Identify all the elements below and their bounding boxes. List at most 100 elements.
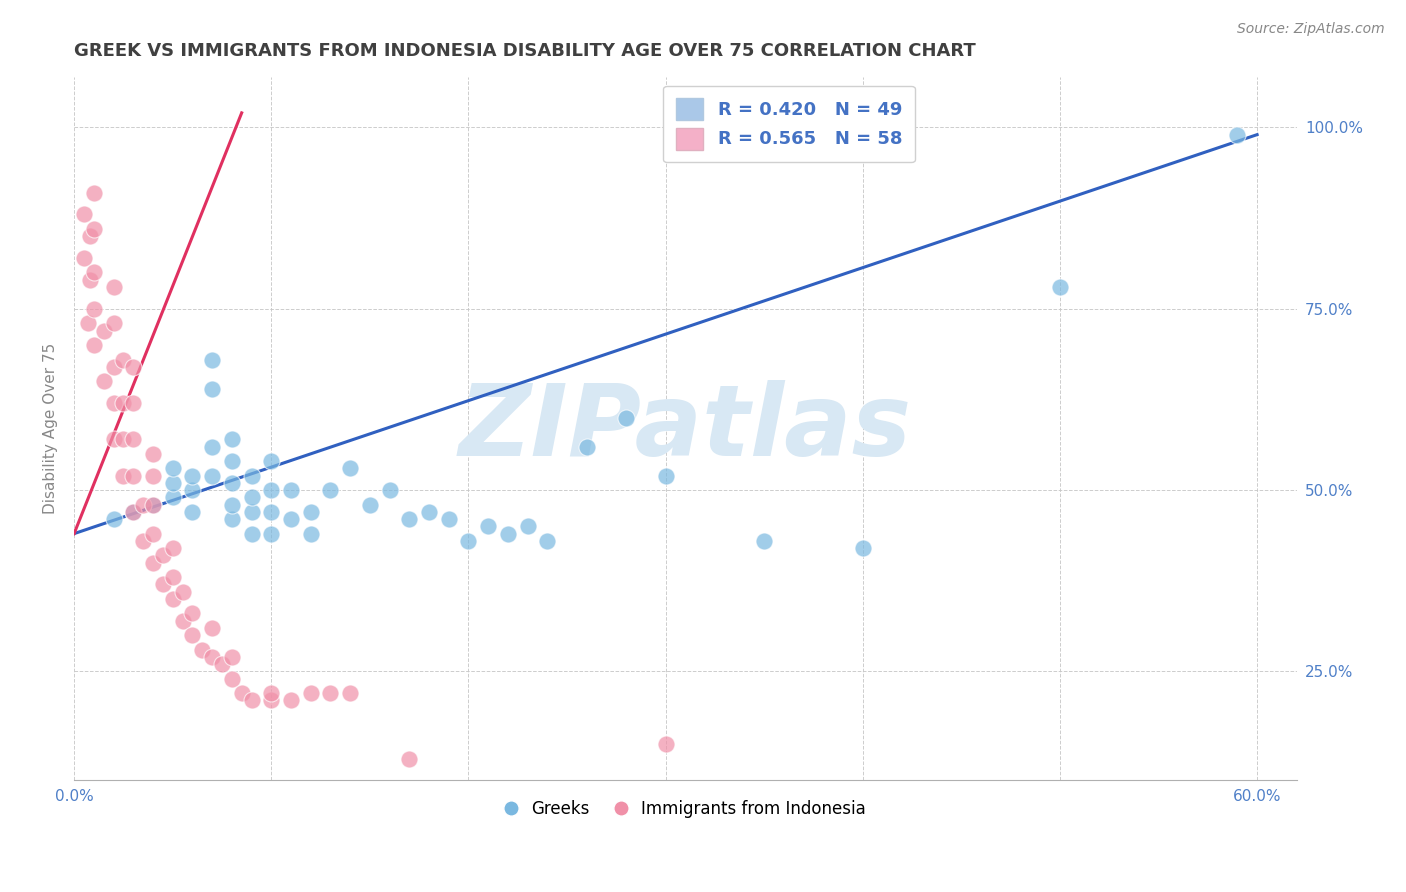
Point: [132, 533, 155, 548]
Point: [93, 324, 115, 338]
Point: [122, 468, 145, 483]
Point: [181, 483, 204, 497]
Point: [231, 686, 253, 700]
Point: [142, 556, 165, 570]
Point: [181, 468, 204, 483]
Point: [1049, 280, 1071, 294]
Point: [83, 338, 105, 352]
Point: [1226, 128, 1249, 142]
Point: [142, 498, 165, 512]
Text: Source: ZipAtlas.com: Source: ZipAtlas.com: [1237, 22, 1385, 37]
Point: [142, 498, 165, 512]
Point: [162, 491, 184, 505]
Point: [181, 505, 204, 519]
Point: [73, 207, 96, 221]
Point: [93, 374, 115, 388]
Text: GREEK VS IMMIGRANTS FROM INDONESIA DISABILITY AGE OVER 75 CORRELATION CHART: GREEK VS IMMIGRANTS FROM INDONESIA DISAB…: [75, 42, 976, 60]
Point: [260, 686, 283, 700]
Y-axis label: Disability Age Over 75: Disability Age Over 75: [44, 343, 58, 514]
Point: [260, 454, 283, 468]
Point: [299, 526, 322, 541]
Point: [496, 526, 519, 541]
Point: [201, 352, 224, 367]
Point: [112, 433, 135, 447]
Text: ZIPatlas: ZIPatlas: [458, 380, 912, 477]
Point: [398, 751, 420, 765]
Point: [240, 526, 263, 541]
Point: [319, 686, 342, 700]
Point: [201, 382, 224, 396]
Point: [142, 468, 165, 483]
Point: [103, 396, 125, 410]
Point: [83, 186, 105, 200]
Point: [122, 505, 145, 519]
Point: [260, 526, 283, 541]
Point: [73, 251, 96, 265]
Point: [211, 657, 233, 672]
Point: [221, 433, 243, 447]
Point: [280, 693, 302, 707]
Point: [142, 526, 165, 541]
Point: [260, 693, 283, 707]
Point: [240, 505, 263, 519]
Point: [221, 454, 243, 468]
Point: [172, 614, 194, 628]
Point: [162, 570, 184, 584]
Point: [221, 650, 243, 665]
Point: [378, 483, 401, 497]
Point: [79, 229, 101, 244]
Point: [359, 498, 381, 512]
Point: [112, 352, 135, 367]
Point: [339, 686, 361, 700]
Point: [240, 468, 263, 483]
Point: [280, 512, 302, 526]
Point: [437, 512, 460, 526]
Point: [83, 222, 105, 236]
Point: [516, 519, 538, 533]
Point: [201, 440, 224, 454]
Point: [260, 483, 283, 497]
Point: [103, 280, 125, 294]
Point: [142, 447, 165, 461]
Point: [221, 672, 243, 686]
Point: [418, 505, 440, 519]
Point: [162, 541, 184, 556]
Point: [299, 686, 322, 700]
Legend: Greeks, Immigrants from Indonesia: Greeks, Immigrants from Indonesia: [498, 793, 873, 825]
Point: [122, 396, 145, 410]
Point: [112, 396, 135, 410]
Point: [103, 316, 125, 330]
Point: [79, 273, 101, 287]
Point: [201, 468, 224, 483]
Point: [83, 301, 105, 316]
Point: [181, 607, 204, 621]
Point: [240, 491, 263, 505]
Point: [240, 693, 263, 707]
Point: [181, 628, 204, 642]
Point: [221, 498, 243, 512]
Point: [152, 577, 174, 591]
Point: [754, 533, 776, 548]
Point: [280, 483, 302, 497]
Point: [122, 359, 145, 374]
Point: [103, 359, 125, 374]
Point: [191, 642, 214, 657]
Point: [132, 498, 155, 512]
Point: [575, 440, 598, 454]
Point: [122, 505, 145, 519]
Point: [152, 549, 174, 563]
Point: [77, 316, 100, 330]
Point: [83, 265, 105, 279]
Point: [614, 410, 637, 425]
Point: [654, 737, 676, 751]
Point: [477, 519, 499, 533]
Point: [299, 505, 322, 519]
Point: [852, 541, 875, 556]
Point: [162, 475, 184, 490]
Point: [162, 461, 184, 475]
Point: [654, 468, 676, 483]
Point: [103, 512, 125, 526]
Point: [112, 468, 135, 483]
Point: [260, 505, 283, 519]
Point: [221, 512, 243, 526]
